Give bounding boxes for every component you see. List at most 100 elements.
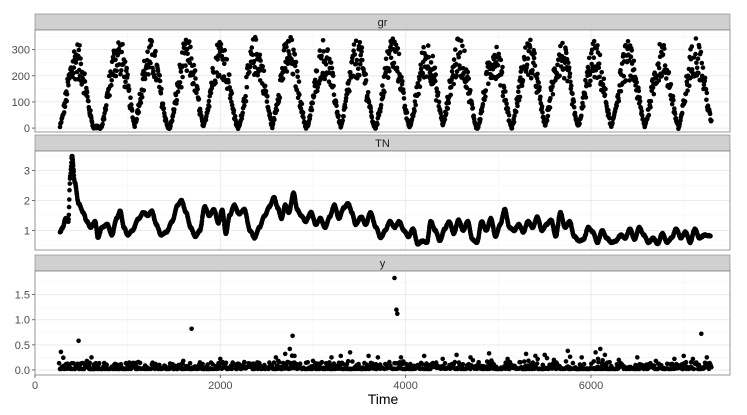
data-point-gr xyxy=(550,92,556,97)
data-point-gr xyxy=(376,112,382,118)
data-point-gr xyxy=(470,105,476,111)
data-point-gr xyxy=(319,53,324,59)
data-point-gr xyxy=(351,42,357,47)
data-point-gr xyxy=(118,71,123,77)
data-point-gr xyxy=(530,67,535,73)
data-point-gr xyxy=(442,116,448,122)
data-point-gr xyxy=(401,90,406,96)
data-point-gr xyxy=(113,57,118,63)
data-point-gr xyxy=(66,83,71,88)
data-point-gr xyxy=(387,68,392,74)
data-point-gr xyxy=(352,52,358,57)
data-point-gr xyxy=(525,56,531,61)
data-point-TN xyxy=(66,204,72,210)
data-point-gr xyxy=(128,95,133,100)
data-point-gr xyxy=(664,76,669,81)
data-point-gr xyxy=(359,45,365,50)
data-point-gr xyxy=(353,38,359,44)
data-point-gr xyxy=(483,94,488,100)
data-point-gr xyxy=(311,93,317,99)
data-point-gr xyxy=(704,90,710,96)
data-point-gr xyxy=(536,80,541,85)
data-point-gr xyxy=(357,40,363,45)
data-point-gr xyxy=(218,45,223,50)
data-point-gr xyxy=(636,88,642,94)
data-point-gr xyxy=(366,100,372,105)
data-point-gr xyxy=(126,83,131,88)
data-point-gr xyxy=(196,96,202,102)
data-point-y xyxy=(387,359,392,365)
data-point-gr xyxy=(466,76,472,81)
data-point-gr xyxy=(274,108,280,113)
data-point-gr xyxy=(603,86,608,92)
data-point-gr xyxy=(289,56,294,62)
data-point-gr xyxy=(651,91,657,97)
data-point-gr xyxy=(670,93,676,99)
data-point-gr xyxy=(528,75,534,81)
y-tick-label-y: 0.5 xyxy=(15,340,30,352)
data-point-gr xyxy=(457,66,463,71)
points-y xyxy=(56,275,714,372)
data-point-gr xyxy=(660,52,666,57)
data-point-gr xyxy=(449,69,455,74)
data-point-gr xyxy=(420,71,426,76)
data-point-gr xyxy=(224,57,230,62)
data-point-gr xyxy=(682,99,688,104)
data-point-gr xyxy=(631,67,637,72)
data-point-gr xyxy=(685,88,690,93)
data-point-TN xyxy=(71,173,77,178)
data-point-y xyxy=(229,366,235,372)
panel-border-TN xyxy=(34,150,731,251)
data-point-gr xyxy=(577,121,582,126)
data-point-gr xyxy=(86,98,91,104)
data-point-gr xyxy=(229,91,235,96)
data-point-y xyxy=(126,360,132,365)
data-point-gr xyxy=(499,70,505,75)
data-point-gr xyxy=(656,78,662,83)
data-point-gr xyxy=(107,93,112,98)
data-point-gr xyxy=(412,99,418,104)
data-point-gr xyxy=(242,103,247,108)
data-point-gr xyxy=(347,88,352,94)
data-point-gr xyxy=(625,39,631,44)
data-point-gr xyxy=(666,70,672,75)
data-point-gr xyxy=(695,56,701,61)
data-point-gr xyxy=(504,101,509,106)
data-point-y xyxy=(137,360,143,366)
data-point-gr xyxy=(662,46,667,51)
data-point-gr xyxy=(59,119,64,125)
data-point-gr xyxy=(557,73,562,79)
data-point-gr xyxy=(516,89,521,94)
data-point-gr xyxy=(203,117,209,123)
data-point-gr xyxy=(62,104,68,110)
data-point-gr xyxy=(297,92,302,97)
data-point-gr xyxy=(704,97,709,103)
data-point-gr xyxy=(400,79,405,84)
data-point-gr xyxy=(141,88,147,93)
data-point-gr xyxy=(247,69,252,75)
data-point-gr xyxy=(243,99,249,104)
data-point-gr xyxy=(583,95,589,100)
data-point-gr xyxy=(334,103,339,109)
data-point-gr xyxy=(124,65,129,71)
data-point-gr xyxy=(513,109,519,115)
data-point-gr xyxy=(460,43,465,49)
data-point-gr xyxy=(589,51,594,56)
data-point-gr xyxy=(550,84,555,89)
y-tick-label-TN: 3 xyxy=(24,166,30,178)
data-point-gr xyxy=(159,86,164,92)
data-point-gr xyxy=(330,73,336,78)
data-point-gr xyxy=(310,100,316,106)
data-point-gr xyxy=(486,81,491,86)
data-point-gr xyxy=(596,61,602,66)
data-point-gr xyxy=(569,83,574,88)
data-point-gr xyxy=(689,67,695,72)
data-point-gr xyxy=(119,68,124,73)
data-point-gr xyxy=(177,80,183,85)
data-point-gr xyxy=(571,104,577,110)
data-point-gr xyxy=(71,65,77,70)
data-point-gr xyxy=(599,70,604,75)
data-point-gr xyxy=(378,109,383,114)
data-point-gr xyxy=(679,110,685,116)
data-point-gr xyxy=(146,72,151,77)
